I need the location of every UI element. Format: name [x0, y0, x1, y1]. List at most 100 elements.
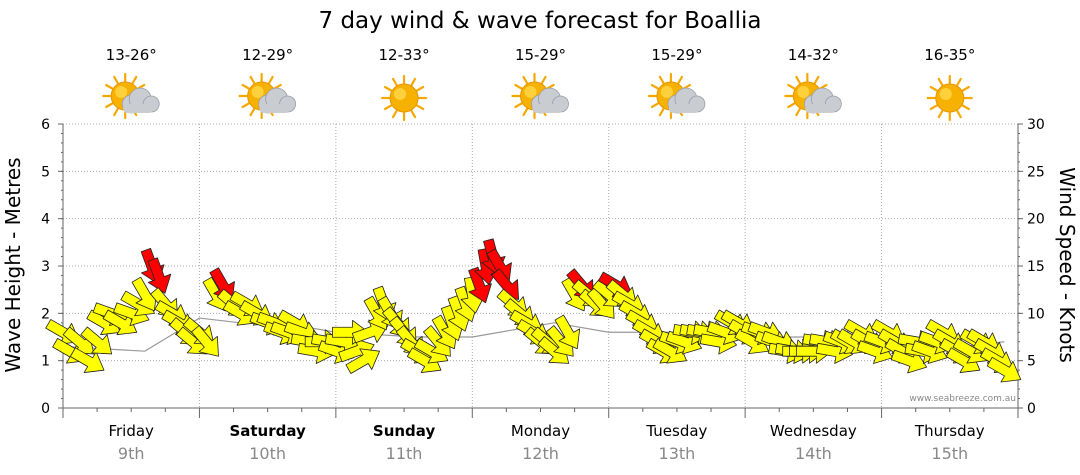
sun-icon [926, 74, 973, 122]
y2-tick-label: 5 [1027, 354, 1036, 370]
sun-ray [241, 83, 250, 90]
day-label: Tuesday [645, 422, 707, 440]
sun-ray [522, 75, 529, 85]
wind-arrow [80, 326, 113, 355]
y2-axis-label: Wind Speed - Knots [1055, 167, 1079, 363]
sun-ray [113, 75, 119, 85]
y-tick-label: 4 [41, 212, 50, 228]
y2-tick-label: 20 [1027, 212, 1045, 228]
date-label: 13th [659, 444, 696, 463]
date-label: 12th [522, 444, 559, 463]
sun-ray [105, 102, 114, 109]
y2-tick-label: 25 [1027, 164, 1045, 180]
sun-ray [415, 85, 425, 92]
sun-ray [410, 109, 417, 119]
sun-ray [105, 83, 114, 90]
partly-cloudy-icon [238, 72, 297, 120]
sun-ray [929, 85, 938, 92]
sun-ray [961, 104, 970, 111]
partly-cloudy-icon [102, 72, 160, 120]
temperature-range: 12-33° [379, 46, 430, 64]
date-label: 10th [249, 444, 286, 463]
cloud-base [123, 104, 154, 113]
sun-ray [391, 77, 398, 87]
wind-arrow [554, 314, 581, 350]
y-tick-label: 1 [41, 354, 50, 370]
wind-arrow-shape [468, 266, 492, 304]
sun-highlight [939, 88, 952, 100]
wind-arrow [147, 257, 172, 294]
sun-highlight [660, 86, 673, 98]
y2-tick-label: 15 [1027, 259, 1045, 275]
temperature-range: 13-26° [106, 46, 157, 64]
sun-highlight [524, 86, 537, 98]
sun-ray [540, 75, 547, 85]
sun-highlight [251, 86, 264, 98]
wind-arrow-shape [80, 326, 113, 355]
y2-tick-label: 10 [1027, 306, 1045, 322]
cloud-base [259, 104, 290, 113]
y-tick-label: 6 [41, 117, 50, 133]
y2-tick-label: 30 [1027, 117, 1045, 133]
wind-arrow-shape [554, 314, 581, 350]
wind-arrow [345, 348, 380, 374]
temperature-range: 14-32° [788, 46, 839, 64]
sun-ray [937, 77, 944, 87]
sun-ray [391, 109, 398, 119]
day-label: Monday [511, 422, 570, 440]
y-axis-label: Wave Height - Metres [1, 157, 25, 372]
sun-ray [131, 75, 138, 85]
date-label: 9th [118, 444, 145, 463]
sun-ray [795, 75, 801, 85]
wind-arrow-shape [345, 348, 380, 374]
sun-icon [380, 74, 428, 122]
date-label: 14th [795, 444, 832, 463]
sun-ray [813, 75, 820, 85]
sun-ray [241, 102, 250, 109]
chart-title: 7 day wind & wave forecast for Boallia [319, 8, 762, 34]
sun-ray [658, 107, 665, 117]
cloud-base [805, 104, 836, 113]
cloud-base [668, 104, 699, 113]
date-label: 15th [931, 444, 968, 463]
y-tick-label: 0 [41, 401, 50, 417]
wind-arrow-shape [191, 325, 219, 357]
sun-highlight [394, 88, 407, 100]
partly-cloudy-icon [511, 72, 569, 120]
y-tick-label: 2 [41, 306, 50, 322]
cloud-base [532, 104, 563, 113]
sun-ray [383, 85, 393, 92]
sun-ray [249, 107, 256, 117]
sun-ray [787, 83, 796, 90]
y2-tick-label: 0 [1027, 401, 1036, 417]
sun-ray [650, 83, 660, 90]
wind-arrow-shape [147, 257, 172, 294]
sun-ray [514, 83, 523, 90]
sun-ray [677, 75, 684, 85]
sun-ray [410, 77, 417, 87]
sun-ray [956, 109, 962, 119]
sun-ray [113, 107, 119, 117]
sun-ray [268, 75, 274, 85]
sun-ray [650, 102, 660, 109]
day-label: Thursday [914, 422, 985, 440]
day-label: Friday [108, 422, 154, 440]
partly-cloudy-icon [647, 72, 706, 120]
sun-highlight [115, 86, 128, 98]
temperature-range: 12-29° [242, 46, 293, 64]
sun-ray [956, 77, 962, 87]
sun-ray [795, 107, 801, 117]
day-label: Wednesday [770, 422, 857, 440]
sun-ray [383, 104, 393, 111]
sun-ray [929, 104, 938, 111]
wind-arrow [191, 325, 219, 357]
y-tick-label: 5 [41, 164, 50, 180]
sun-ray [522, 107, 529, 117]
wind-arrow [986, 356, 1022, 383]
temperature-range: 16-35° [924, 46, 975, 64]
wind-arrow-shape [986, 356, 1022, 383]
sun-ray [937, 109, 944, 119]
sun-ray [415, 104, 425, 111]
day-label: Saturday [229, 422, 306, 440]
